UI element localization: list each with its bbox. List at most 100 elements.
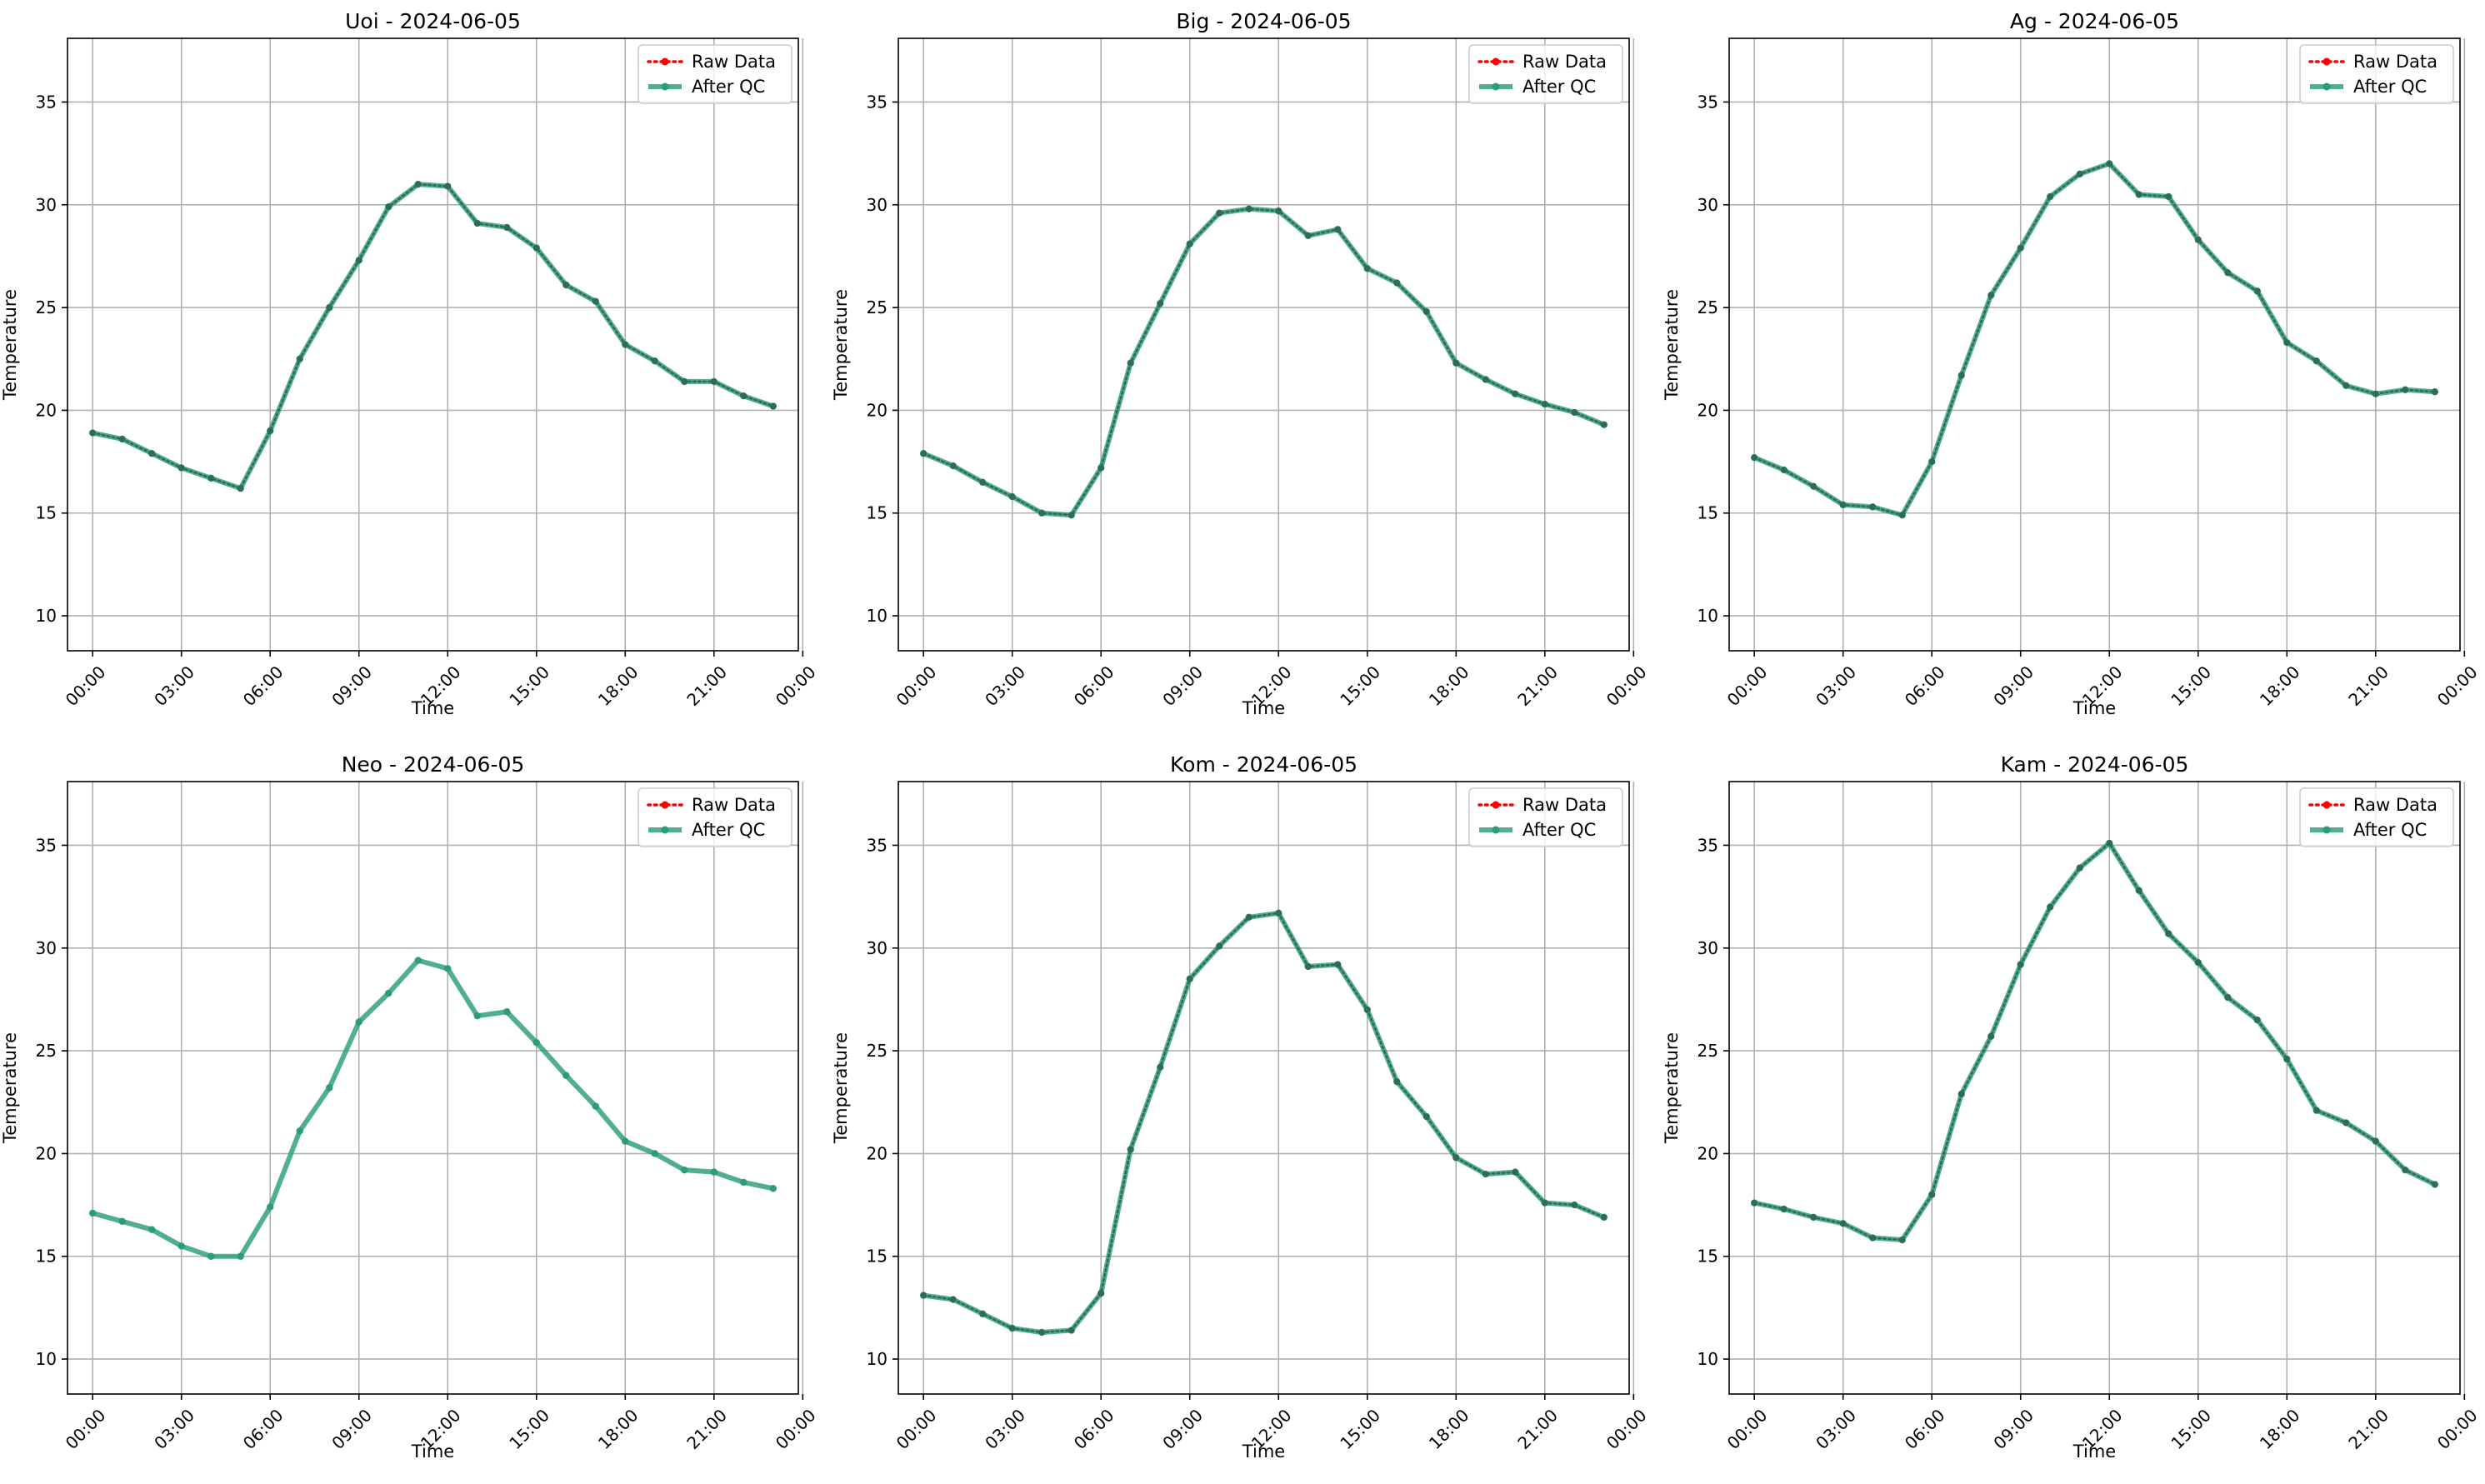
axes-frame bbox=[898, 37, 1630, 652]
y-tick-label: 30 bbox=[1698, 938, 1718, 958]
raw-data-point bbox=[2076, 170, 2083, 177]
y-tick-label: 30 bbox=[867, 938, 888, 958]
subplot-4: 00:00 03:00 06:00 09:00 12:00 15:00 18:00 21:00… bbox=[0, 752, 820, 1462]
raw-data-point bbox=[2106, 160, 2113, 167]
x-tick-label: 18:00 bbox=[2256, 1405, 2304, 1453]
raw-data-point bbox=[1334, 961, 1342, 968]
raw-data-point bbox=[473, 220, 481, 227]
raw-data-point bbox=[2224, 994, 2232, 1001]
y-axis-label: Temperature bbox=[831, 1032, 851, 1144]
raw-data-point bbox=[1038, 509, 1046, 517]
raw-data-line bbox=[91, 182, 775, 490]
y-tick-label: 35 bbox=[867, 835, 888, 855]
raw-data-point bbox=[1334, 226, 1342, 233]
y-tick-label: 10 bbox=[1698, 1349, 1718, 1369]
y-tick-label: 25 bbox=[867, 1041, 888, 1061]
raw-data-point bbox=[1008, 1325, 1016, 1332]
raw-data-point bbox=[2312, 357, 2320, 365]
raw-data-point bbox=[979, 478, 986, 486]
raw-data-point bbox=[1601, 421, 1608, 428]
raw-data-line bbox=[1752, 842, 2437, 1242]
x-tick-label: 21:00 bbox=[2344, 662, 2392, 710]
raw-data-point bbox=[1275, 207, 1282, 214]
raw-data-point bbox=[1186, 975, 1193, 982]
x-tick-label: 03:00 bbox=[1812, 1405, 1860, 1453]
y-tick-label: 30 bbox=[867, 195, 888, 215]
legend-qc-marker bbox=[661, 826, 669, 834]
raw-data-point bbox=[1898, 1237, 1906, 1243]
x-tick-label: 09:00 bbox=[1158, 1405, 1207, 1453]
raw-data-point bbox=[2253, 1017, 2261, 1023]
y-tick-label: 25 bbox=[36, 297, 57, 317]
raw-data-point bbox=[385, 203, 392, 211]
raw-data-point bbox=[1422, 308, 1430, 315]
legend-raw-marker bbox=[661, 801, 669, 809]
raw-data-point bbox=[148, 450, 155, 457]
legend-raw-label: Raw Data bbox=[2353, 795, 2438, 815]
subplot-title: Neo - 2024-06-05 bbox=[342, 752, 525, 777]
raw-data-point bbox=[1810, 1214, 1817, 1221]
axes-frame bbox=[1728, 37, 2461, 652]
raw-data-point bbox=[770, 402, 777, 410]
y-tick-label: 35 bbox=[36, 92, 57, 112]
raw-data-point bbox=[2047, 193, 2054, 200]
x-axis-label: Time bbox=[411, 698, 454, 718]
x-tick-label: 18:00 bbox=[2256, 662, 2304, 710]
x-tick-label: 15:00 bbox=[1336, 662, 1384, 710]
y-axis-label: Temperature bbox=[0, 1032, 20, 1144]
x-tick-label: 03:00 bbox=[1812, 662, 1860, 710]
legend-raw-marker bbox=[2322, 801, 2331, 809]
legend: Raw Data After QC bbox=[638, 787, 792, 847]
raw-data-point bbox=[1928, 1191, 1936, 1198]
x-tick-label: 00:00 bbox=[772, 662, 820, 710]
raw-data-point bbox=[1571, 409, 1578, 416]
y-axis-label: Temperature bbox=[1662, 1032, 1682, 1144]
y-tick-label: 35 bbox=[1698, 835, 1718, 855]
y-tick-label: 25 bbox=[867, 297, 888, 317]
legend: Raw Data After QC bbox=[2299, 44, 2454, 104]
y-tick-label: 15 bbox=[867, 1247, 888, 1267]
raw-data-point bbox=[2283, 1056, 2291, 1062]
after-qc-point bbox=[769, 1185, 778, 1192]
raw-data-point bbox=[979, 1311, 986, 1317]
after-qc-point bbox=[237, 1252, 244, 1260]
raw-data-line bbox=[922, 207, 1606, 517]
raw-data-point bbox=[1542, 1199, 1548, 1207]
x-tick-label: 18:00 bbox=[594, 662, 642, 710]
y-tick-label: 30 bbox=[36, 195, 57, 215]
legend-qc-marker bbox=[661, 82, 669, 91]
x-tick-label: 18:00 bbox=[594, 1405, 642, 1453]
legend-qc-label: After QC bbox=[1522, 77, 1596, 97]
raw-data-point bbox=[1304, 963, 1312, 970]
x-tick-label: 06:00 bbox=[1901, 662, 1949, 710]
subplot-title: Big - 2024-06-05 bbox=[1176, 9, 1351, 33]
raw-data-point bbox=[1422, 1113, 1430, 1120]
after-qc-line bbox=[921, 206, 1607, 518]
y-axis-label: Temperature bbox=[0, 289, 20, 401]
raw-data-point bbox=[1157, 1064, 1164, 1071]
x-tick-label: 00:00 bbox=[1602, 1405, 1651, 1453]
y-tick-label: 35 bbox=[1698, 92, 1718, 112]
x-axis-label: Time bbox=[2072, 698, 2116, 718]
raw-data-point bbox=[562, 282, 570, 288]
after-qc-line bbox=[90, 182, 776, 492]
after-qc-point bbox=[503, 1008, 511, 1016]
raw-data-point bbox=[296, 355, 303, 362]
raw-data-point bbox=[2342, 1119, 2350, 1127]
raw-data-point bbox=[1780, 467, 1788, 473]
x-tick-label: 06:00 bbox=[239, 1405, 288, 1453]
raw-data-point bbox=[1186, 240, 1193, 247]
after-qc-point bbox=[355, 1018, 362, 1026]
raw-data-point bbox=[1482, 1171, 1489, 1177]
x-tick-label: 00:00 bbox=[772, 1405, 820, 1453]
raw-data-point bbox=[267, 427, 274, 434]
x-tick-label: 09:00 bbox=[1989, 662, 2038, 710]
raw-data-point bbox=[1452, 1154, 1460, 1162]
subplot-title: Kam - 2024-06-05 bbox=[2001, 752, 2189, 777]
y-tick-label: 10 bbox=[36, 1349, 57, 1369]
legend-qc-label: After QC bbox=[692, 77, 765, 97]
legend-raw-marker bbox=[1492, 57, 1500, 66]
raw-data-point bbox=[592, 297, 599, 305]
after-qc-point bbox=[385, 989, 392, 997]
after-qc-point bbox=[178, 1242, 185, 1250]
